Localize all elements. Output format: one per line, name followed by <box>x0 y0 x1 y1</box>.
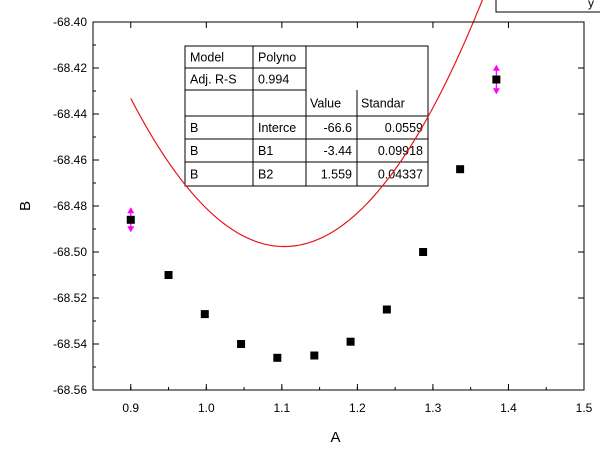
table-cell: Standar <box>361 97 405 111</box>
data-point <box>419 248 428 256</box>
table-cell: 0.0559 <box>385 121 423 135</box>
x-tick-label: 1.5 <box>576 401 593 415</box>
y-tick-label: -68.40 <box>53 15 87 29</box>
error-bar-cap-down <box>127 226 135 233</box>
table-cell: B <box>190 121 198 135</box>
table-cell: Adj. R-S <box>190 73 237 87</box>
data-point <box>200 310 209 319</box>
axes: 0.9 1.0 1.1 1.2 1.3 1.4 1.5 -68.40 -68.42 -68.44 -… <box>17 15 593 446</box>
data-point <box>310 351 319 360</box>
legend-box <box>495 0 600 13</box>
x-tick-label: 1.4 <box>500 401 517 415</box>
data-point <box>346 337 355 346</box>
data-point <box>164 271 173 279</box>
y-tick-label: -68.54 <box>53 337 87 351</box>
y-tick-label: -68.52 <box>53 291 87 305</box>
table-cell: -3.44 <box>324 144 353 158</box>
table-cell: Value <box>310 97 341 111</box>
y-tick-label: -68.46 <box>53 153 87 167</box>
y-tick-label: -68.56 <box>53 383 87 397</box>
x-tick-label: 1.2 <box>349 401 366 415</box>
error-bar-cap-up <box>492 64 500 71</box>
data-point <box>237 340 246 348</box>
table-cell: 1.559 <box>321 168 352 182</box>
data-points <box>126 64 501 362</box>
x-axis-title: A <box>330 429 340 446</box>
data-point <box>382 305 391 314</box>
y-tick-label: -68.50 <box>53 245 87 259</box>
legend-fragment: y <box>495 0 600 13</box>
table-cell: B <box>190 168 198 182</box>
data-point <box>492 75 501 84</box>
fit-curve <box>130 0 484 248</box>
data-point <box>456 165 465 174</box>
error-bar-cap-up <box>127 207 135 214</box>
legend-text: y <box>588 0 594 10</box>
x-tick-label: 0.9 <box>122 401 139 415</box>
y-tick-label: -68.42 <box>53 61 87 75</box>
table-cell: B2 <box>258 168 273 182</box>
error-bar-cap-down <box>492 88 500 95</box>
table-cell: Interce <box>258 121 296 135</box>
table-cell: 0.994 <box>258 73 289 87</box>
x-tick-label: 1.0 <box>198 401 215 415</box>
y-tick-label: -68.48 <box>53 199 87 213</box>
stats-table: Model Polyno Adj. R-S 0.994 Value Standar B Int… <box>184 45 429 187</box>
table-cell: Polyno <box>258 51 296 65</box>
data-point <box>126 215 135 224</box>
x-tick-label: 1.3 <box>425 401 442 415</box>
y-tick-label: -68.44 <box>53 107 87 121</box>
table-cell: B1 <box>258 144 273 158</box>
data-point <box>273 353 282 362</box>
y-axis-title: B <box>17 201 34 211</box>
table-cell: 0.09918 <box>378 144 423 158</box>
table-cell: 0.04337 <box>378 168 423 182</box>
table-cell: B <box>190 144 198 158</box>
fit-curve-layer <box>130 0 484 248</box>
table-cell: Model <box>190 51 224 65</box>
x-tick-label: 1.1 <box>274 401 291 415</box>
table-cell: -66.6 <box>324 121 353 135</box>
